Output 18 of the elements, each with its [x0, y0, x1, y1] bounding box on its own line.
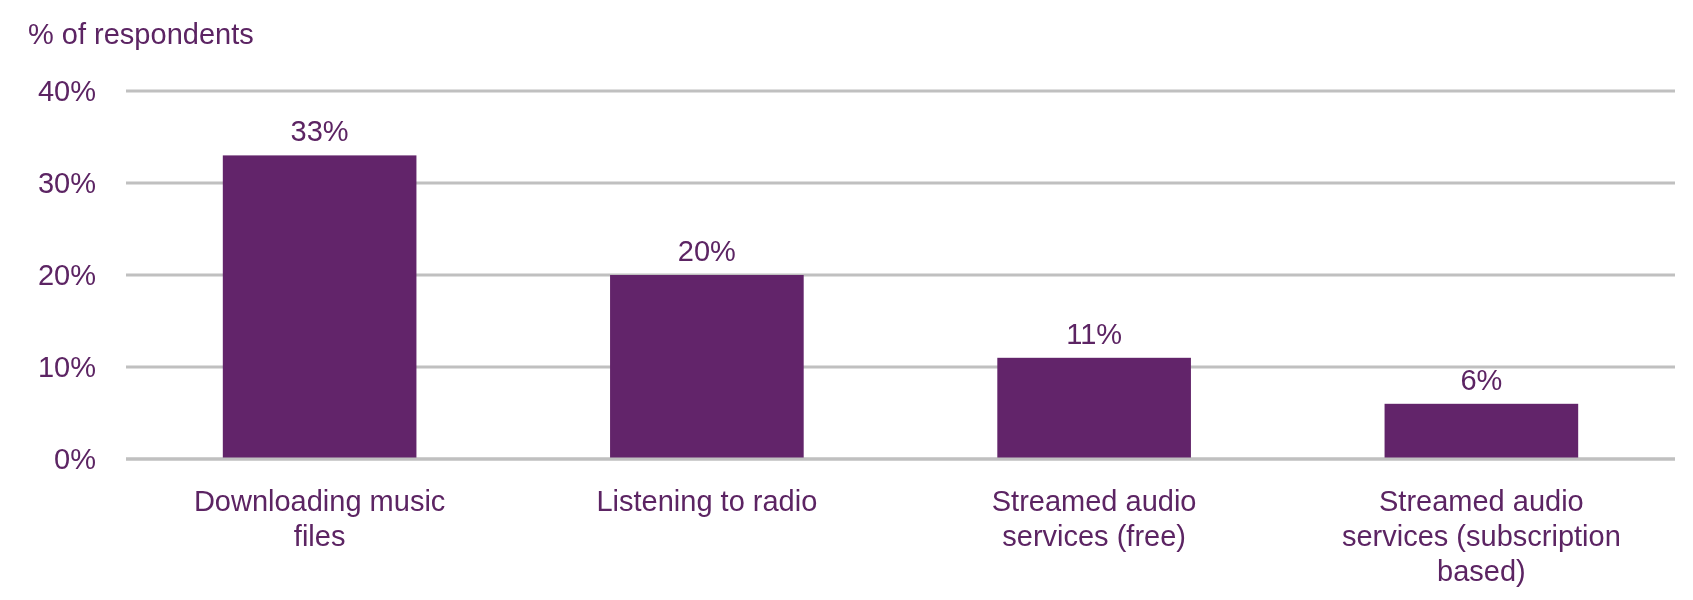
data-label: 33%	[290, 115, 349, 148]
y-axis-title: % of respondents	[28, 18, 254, 50]
data-label: 11%	[1066, 317, 1123, 350]
data-label: 20%	[677, 235, 736, 267]
x-tick-label: Downloading music files	[193, 485, 446, 552]
y-tick-label: 30%	[37, 167, 96, 200]
bar	[610, 275, 804, 459]
x-tick-label: Listening to radio	[596, 485, 818, 517]
bar	[997, 357, 1191, 459]
y-tick-label: 20%	[37, 259, 96, 292]
x-tick-label: Streamed audio services (subscription based)	[1341, 485, 1621, 587]
x-tick-label: Streamed audio services (free)	[991, 485, 1197, 552]
y-tick-label: 10%	[37, 351, 96, 384]
bar	[1384, 403, 1579, 459]
bar	[222, 155, 417, 459]
data-label: 6%	[1460, 363, 1503, 396]
y-tick-label: 0%	[54, 443, 96, 476]
y-tick-label: 40%	[37, 75, 96, 108]
